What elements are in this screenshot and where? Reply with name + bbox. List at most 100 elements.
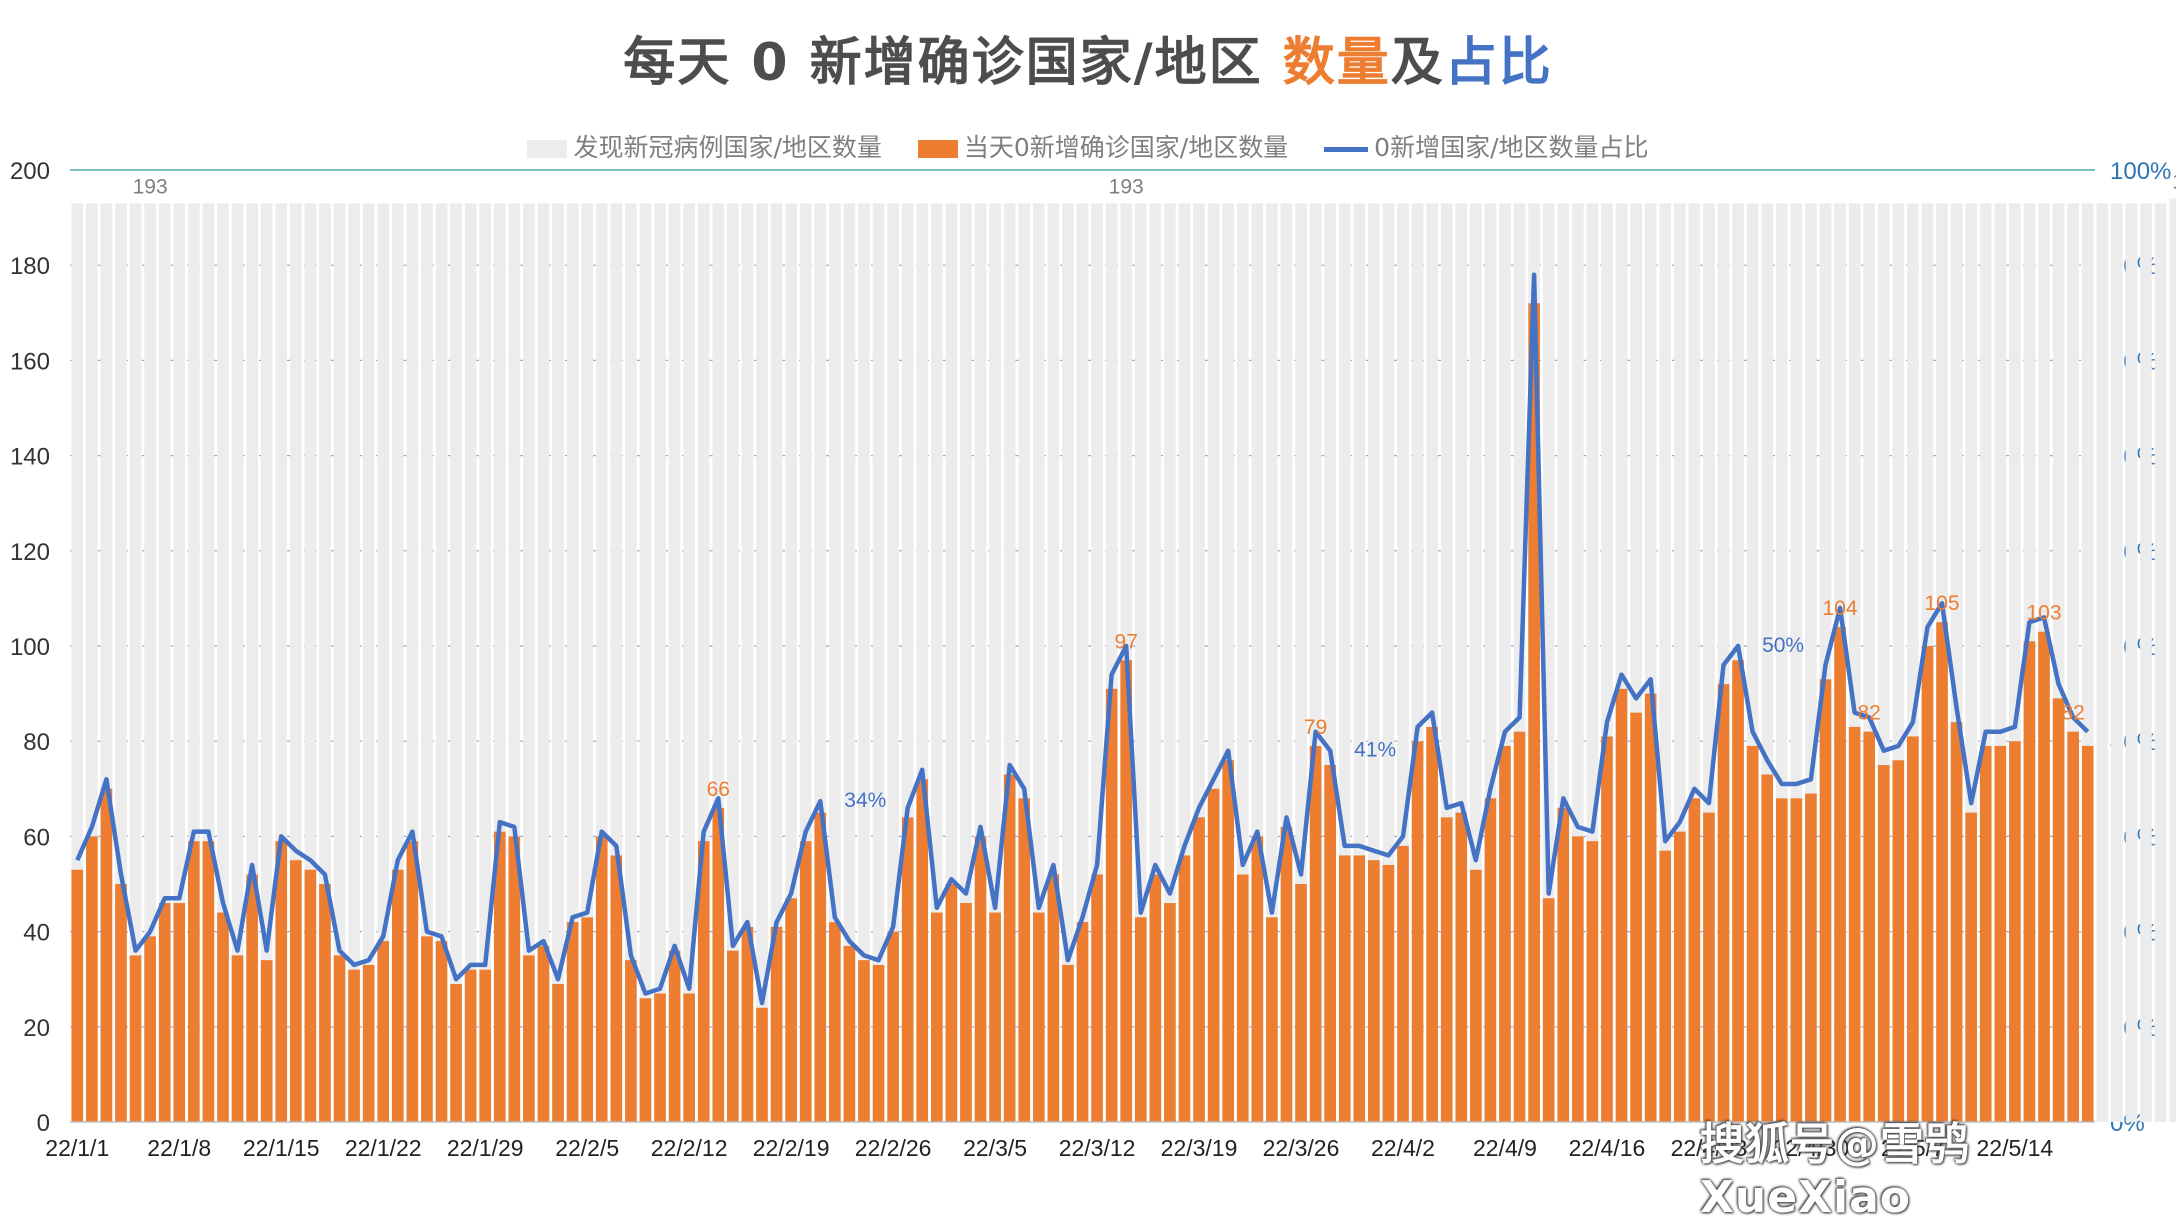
bar-zero-new <box>1644 693 1657 1122</box>
bar-total <box>872 203 885 1122</box>
bar-total <box>289 203 302 1122</box>
legend-label-total: 发现新冠病例国家/地区数量 <box>573 133 882 162</box>
bar-zero-new <box>348 969 360 1122</box>
bar-total <box>1586 203 1599 1122</box>
bar-total <box>843 203 856 1122</box>
bar-zero-new <box>1542 898 1555 1122</box>
y-right-tick-label: 100% <box>2110 158 2171 185</box>
bar-zero-new <box>887 931 899 1122</box>
x-tick-label: 22/2/5 <box>555 1135 619 1161</box>
x-tick-label: 22/5/14 <box>1976 1135 2053 1161</box>
bar-total <box>86 203 98 1122</box>
bar-total <box>1207 203 1220 1122</box>
bar-total <box>887 203 899 1122</box>
bar-total <box>916 203 929 1122</box>
y-left-tick-label: 40 <box>23 920 50 947</box>
bar-total <box>348 203 360 1122</box>
x-tick-label: 22/2/26 <box>855 1135 932 1161</box>
bar-zero-new <box>1819 679 1832 1122</box>
bar-total <box>1775 203 1788 1122</box>
bar-zero-new <box>683 993 695 1122</box>
bar-total <box>1062 203 1074 1122</box>
bar-zero-new <box>1295 884 1307 1122</box>
bar-zero-new <box>1105 688 1118 1122</box>
x-tick-label: 22/1/8 <box>147 1135 211 1161</box>
bar-total <box>1353 203 1366 1122</box>
bar-zero-new <box>1834 626 1846 1122</box>
bar-zero-new <box>1936 622 1948 1122</box>
bar-total <box>1790 203 1803 1122</box>
bar-zero-new <box>1688 798 1701 1122</box>
bar-zero-new <box>1965 812 1977 1122</box>
bar-zero-new <box>275 841 288 1122</box>
y-left-tick-label: 140 <box>10 444 50 471</box>
bar-total <box>1761 203 1774 1122</box>
bar-zero-new <box>1236 874 1249 1122</box>
legend-swatch-share <box>1324 146 1369 152</box>
bar-total <box>1368 203 1380 1122</box>
bar-total <box>1673 203 1686 1122</box>
bar-total <box>1134 203 1147 1122</box>
bar-zero-new <box>1178 855 1191 1122</box>
bar-zero-new <box>1207 788 1220 1122</box>
bar-total <box>625 203 637 1122</box>
bar-zero-new <box>858 960 870 1122</box>
x-tick-label: 22/4/2 <box>1371 1135 1435 1161</box>
bar-total <box>1455 203 1468 1122</box>
bar-zero-new <box>333 955 346 1122</box>
bar-zero-new <box>1032 912 1045 1122</box>
bar-zero-new <box>1382 864 1395 1122</box>
bar-zero-new <box>829 922 841 1122</box>
bar-total <box>71 203 84 1122</box>
bar-zero-new <box>1484 798 1497 1122</box>
bar-total <box>275 203 288 1122</box>
legend-item-share: 0新增国家/地区数量占比 <box>1324 128 1649 164</box>
x-tick-label: 22/2/12 <box>651 1135 728 1161</box>
bar-zero-new <box>1630 712 1642 1122</box>
bar-total <box>537 203 550 1122</box>
data-label-total: 193 <box>133 175 168 198</box>
bar-zero-new <box>756 1007 768 1122</box>
bar-total <box>712 203 725 1122</box>
bar-total <box>930 203 943 1122</box>
bar-total <box>1164 203 1176 1122</box>
bar-zero-new <box>1411 741 1424 1122</box>
bar-total <box>2052 203 2065 1122</box>
legend-label-zero-new: 当天0新增确诊国家/地区数量 <box>963 133 1289 162</box>
bar-zero-new <box>625 960 637 1122</box>
bar-zero-new <box>1892 760 1905 1122</box>
bar-zero-new <box>1848 726 1861 1122</box>
data-label-zero-new: 103 <box>2026 602 2061 625</box>
bar-zero-new <box>435 941 448 1122</box>
data-label-share: 34% <box>844 789 886 812</box>
bar-total <box>158 203 171 1122</box>
bar-zero-new <box>1047 874 1060 1122</box>
bar-total <box>1105 203 1118 1122</box>
bar-total <box>756 203 768 1122</box>
bar-zero-new <box>901 817 914 1122</box>
bar-zero-new <box>464 969 477 1122</box>
bar-zero-new <box>1907 736 1919 1122</box>
bar-total <box>683 203 695 1122</box>
bar-total <box>1047 203 1060 1122</box>
bar-total <box>1746 203 1759 1122</box>
bar-zero-new <box>144 936 156 1122</box>
bar-total <box>1324 203 1336 1122</box>
bar-total <box>1630 203 1642 1122</box>
bar-zero-new <box>1717 684 1730 1122</box>
watermark-text: 搜狐号@雪鸮XueXiao <box>1700 1119 1970 1223</box>
bar-total <box>1091 203 1103 1122</box>
bar-zero-new <box>960 903 972 1122</box>
bar-total <box>1382 203 1395 1122</box>
chart-legend: 发现新冠病例国家/地区数量 当天0新增确诊国家/地区数量 0新增国家/地区数量占… <box>0 128 2176 164</box>
bar-total <box>945 203 958 1122</box>
bar-zero-new <box>1353 855 1366 1122</box>
x-tick-label: 22/2/19 <box>753 1135 830 1161</box>
bar-total <box>960 203 972 1122</box>
bar-total <box>493 203 506 1122</box>
bar-zero-new <box>1805 793 1817 1122</box>
bar-zero-new <box>493 831 506 1122</box>
bar-zero-new <box>668 950 681 1122</box>
bar-zero-new <box>1732 660 1744 1122</box>
data-label-share: 50% <box>1762 634 1804 657</box>
